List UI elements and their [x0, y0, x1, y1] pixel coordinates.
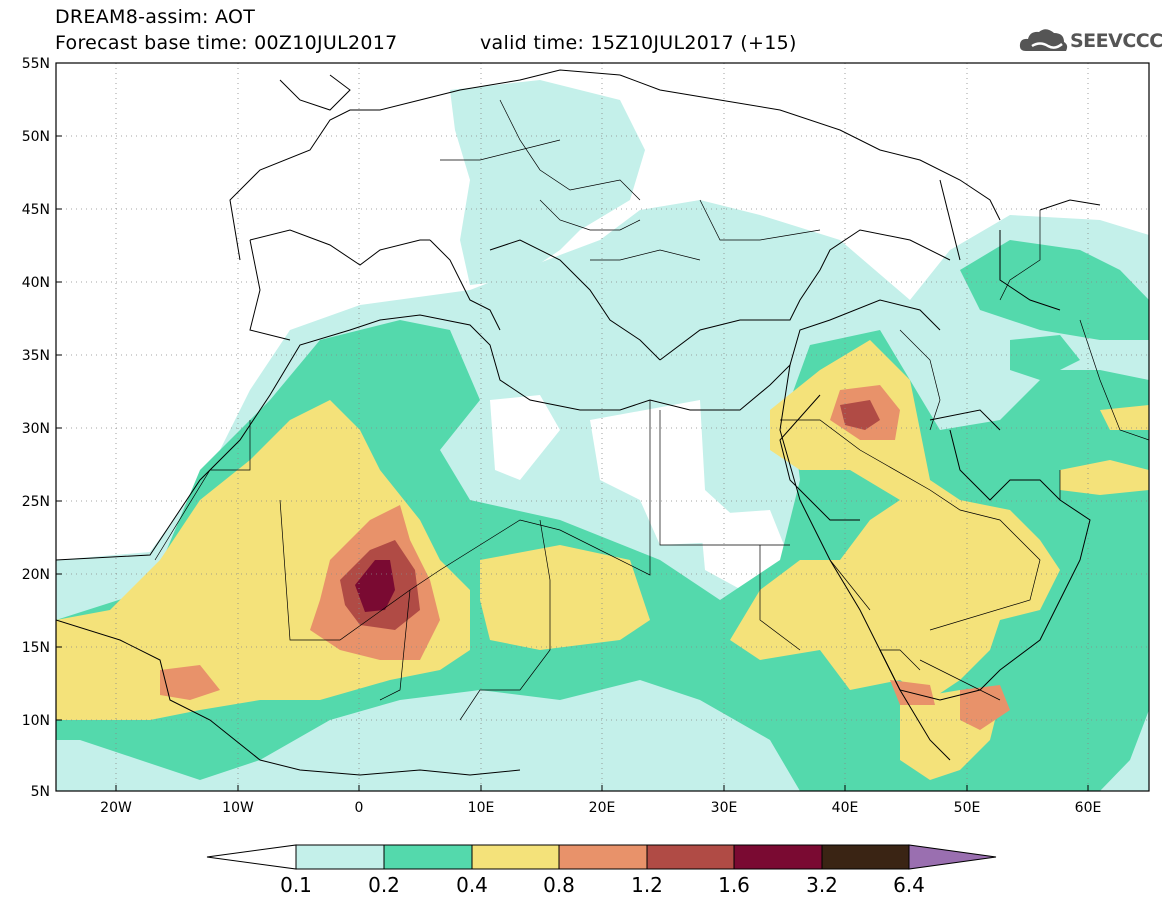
lat-label: 35N: [22, 348, 50, 364]
valid-time: valid time: 15Z10JUL2017 (+15): [480, 32, 797, 54]
colorbar-segment: [471, 844, 560, 870]
colorbar-max-arrow: [908, 844, 997, 870]
aot-field: [56, 63, 1149, 791]
lon-label: 20E: [589, 800, 616, 816]
colorbar-label: 0.1: [280, 873, 312, 897]
cloud-icon: [1019, 29, 1068, 51]
lat-label: 20N: [22, 567, 50, 583]
colorbar-label: 6.4: [893, 873, 925, 897]
lon-label: 10E: [468, 800, 495, 816]
lon-label: 0: [355, 800, 364, 816]
colorbar-segment: [733, 844, 823, 870]
lat-label: 30N: [22, 421, 50, 437]
map-title: DREAM8-assim: AOT: [55, 6, 256, 28]
colorbar: [206, 844, 997, 870]
colorbar-label: 0.4: [456, 873, 488, 897]
colorbar-segment: [295, 844, 385, 870]
colorbar-segment: [558, 844, 648, 870]
colorbar-label: 0.2: [368, 873, 400, 897]
lon-label: 40E: [832, 800, 859, 816]
lon-label: 30E: [711, 800, 738, 816]
colorbar-label: 1.2: [631, 873, 663, 897]
lat-label: 55N: [22, 56, 50, 72]
lat-label: 25N: [22, 494, 50, 510]
lon-label: 60E: [1075, 800, 1102, 816]
colorbar-label: 3.2: [806, 873, 838, 897]
seevccc-logo: SEEVCCC: [1018, 24, 1163, 58]
colorbar-segment: [383, 844, 473, 870]
lat-label: 45N: [22, 202, 50, 218]
colorbar-label: 1.6: [718, 873, 750, 897]
lat-label: 10N: [22, 713, 50, 729]
lat-label: 40N: [22, 275, 50, 291]
lat-label: 50N: [22, 129, 50, 145]
lon-label: 20W: [100, 800, 132, 816]
forecast-base-time: Forecast base time: 00Z10JUL2017: [55, 32, 398, 54]
colorbar-segment: [646, 844, 735, 870]
colorbar-label: 0.8: [543, 873, 575, 897]
colorbar-segment: [821, 844, 910, 870]
colorbar-min-arrow: [206, 844, 297, 870]
lon-label: 10W: [222, 800, 254, 816]
lat-label: 5N: [31, 784, 50, 800]
lat-label: 15N: [22, 640, 50, 656]
lon-label: 50E: [954, 800, 981, 816]
